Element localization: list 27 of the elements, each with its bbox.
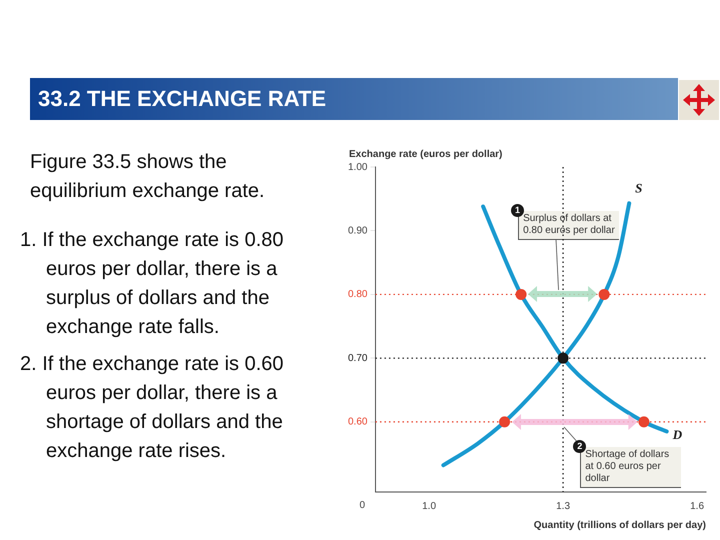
y-tick-label: 0.70 — [348, 352, 368, 364]
x-tick-label: 1.6 — [690, 500, 704, 512]
text: 2. If the exchange rate is 0.60 euros per dollar, there is a shortage of dollars and the exchange rate rises. — [20, 352, 285, 464]
y-tick-label: 0.60 — [348, 416, 368, 428]
y-axis-title: Exchange rate (euros per dollar) — [349, 148, 502, 160]
line-series — [481, 204, 669, 434]
annotation: Surplus of dollars at 0.80 euros per dollar — [523, 213, 615, 236]
point — [638, 416, 650, 428]
x-tick-label: 1.0 — [422, 500, 436, 512]
text: 1. If the exchange rate is 0.80 euros per dollar, there is a surplus of dollars and the exchange rate falls. — [20, 228, 285, 340]
point — [516, 288, 527, 300]
text: 0 — [359, 500, 366, 511]
y-tick-label: 0.90 — [348, 225, 368, 236]
y-tick-label: 0.80 — [348, 289, 368, 300]
x-tick-label: 1.3 — [556, 500, 570, 512]
series-label: D — [672, 426, 683, 442]
annotation: 2 — [573, 440, 586, 453]
x-axis-title: Quantity (trillions of dollars per day) — [534, 520, 706, 531]
point — [558, 352, 569, 364]
y-tick-label: 1.00 — [348, 162, 368, 173]
point — [499, 416, 510, 428]
text: 33.2 THE EXCHANGE RATE — [30, 78, 678, 120]
caption: Figure 33.5 shows the equilibrium exchange rate. — [29, 150, 266, 204]
annotation: Shortage of dollars at 0.60 euros per dollar — [585, 448, 670, 484]
annotation: 1 — [511, 204, 524, 218]
series-label: S — [635, 180, 642, 196]
point — [598, 288, 610, 300]
